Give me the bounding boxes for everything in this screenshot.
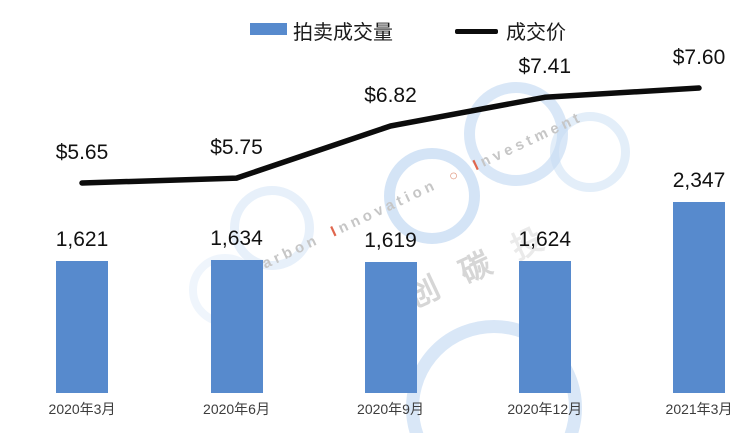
bar-value-label: 1,624 (518, 228, 572, 252)
watermark-circle-icon (230, 186, 314, 270)
bar (56, 261, 108, 393)
bar (210, 260, 263, 393)
bar (518, 261, 571, 393)
price-value-label: $5.65 (55, 141, 109, 164)
bar-value-label: 2,347 (672, 169, 726, 193)
legend-line-label: 成交价 (506, 22, 566, 44)
legend-bar-label: 拍卖成交量 (293, 22, 393, 44)
x-axis-label: 2021年3月 (665, 401, 733, 417)
bar-value-label: 1,634 (210, 227, 263, 251)
price-value-label: $7.60 (672, 46, 726, 70)
bar-value-label: 1,619 (364, 228, 417, 252)
price-line (79, 85, 702, 186)
x-axis-label: 2020年12月 (507, 401, 583, 417)
x-axis-label: 2020年9月 (357, 401, 424, 417)
x-axis-label: 2020年3月 (48, 401, 116, 417)
bar (364, 261, 417, 393)
watermark-circle-icon (384, 148, 480, 244)
bar (673, 202, 725, 393)
legend-bar-swatch-icon (250, 23, 287, 35)
legend-line-swatch-icon (455, 29, 498, 34)
price-value-label: $7.41 (518, 55, 572, 79)
x-axis-label: 2020年6月 (203, 401, 270, 417)
watermark-circle-icon (550, 112, 630, 192)
bar-value-label: 1,621 (55, 228, 109, 252)
price-value-label: $6.82 (364, 84, 417, 108)
price-value-label: $5.75 (210, 136, 263, 160)
